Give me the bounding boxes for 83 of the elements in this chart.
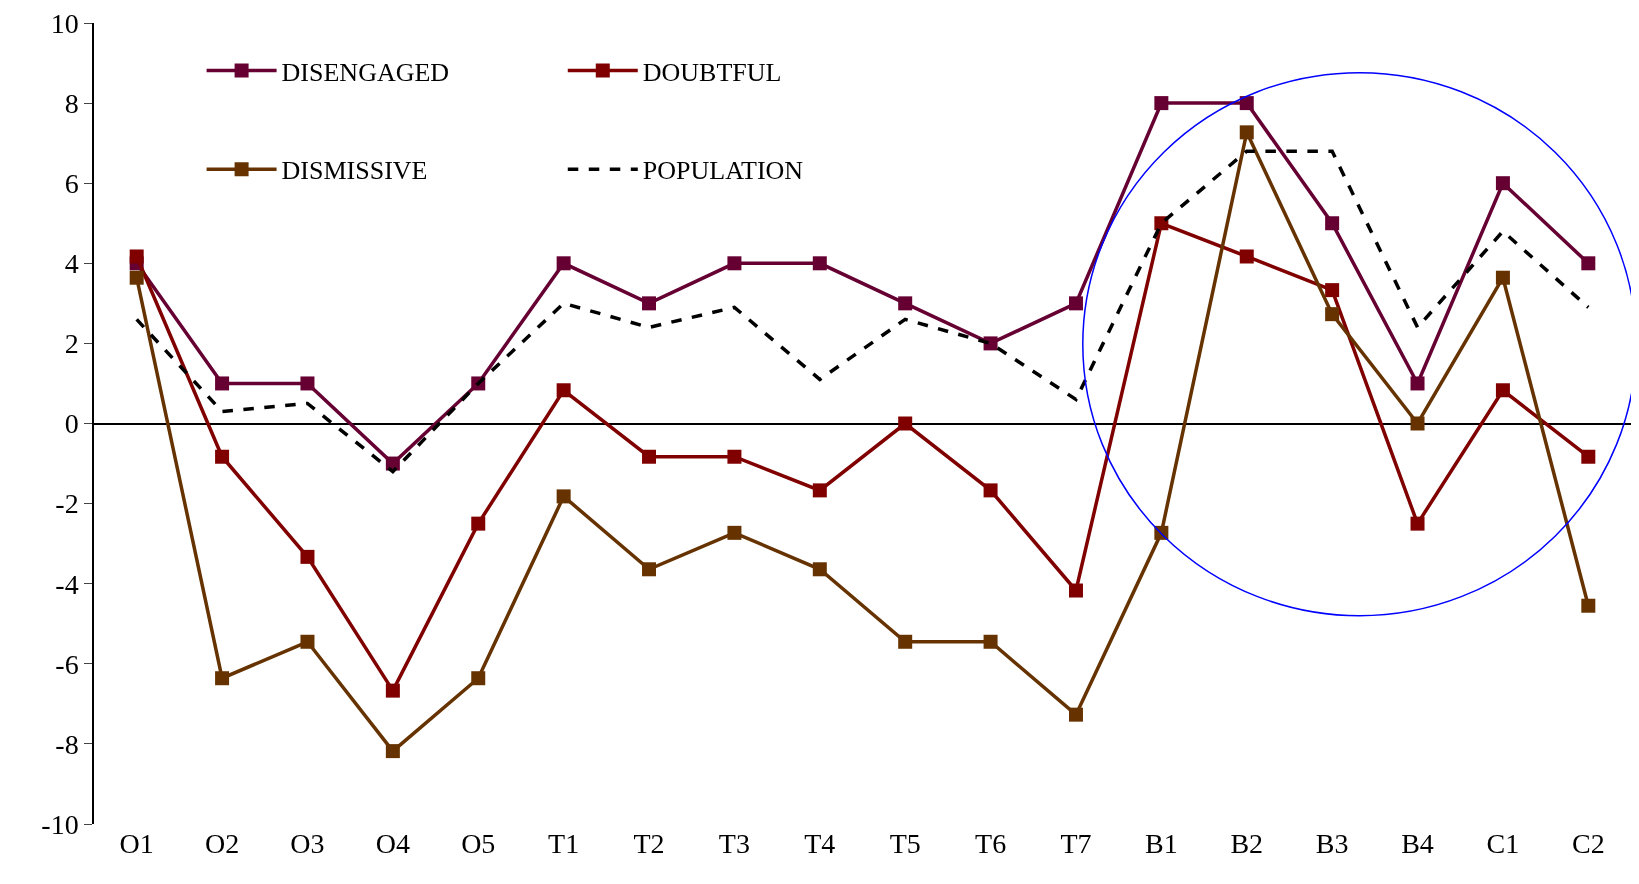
point — [215, 376, 230, 391]
point — [983, 336, 998, 351]
point — [812, 483, 827, 498]
point — [300, 549, 315, 564]
x-tick-label: C2 — [1571, 828, 1605, 859]
point — [300, 376, 315, 391]
point — [1068, 583, 1083, 598]
point — [1325, 307, 1340, 322]
point — [385, 683, 400, 698]
point — [215, 671, 230, 686]
point — [642, 296, 657, 311]
point — [1581, 449, 1596, 464]
point — [1239, 249, 1254, 264]
y-tick-label: -10 — [41, 808, 79, 840]
x-tick-label: B3 — [1315, 828, 1349, 859]
point — [812, 562, 827, 577]
x-tick-label: O3 — [290, 828, 325, 859]
point — [983, 634, 998, 649]
legend-label: POPULATION — [642, 156, 804, 186]
y-tick-label: -4 — [55, 568, 79, 600]
legend-label: DISENGAGED — [281, 57, 450, 87]
x-tick-label: B1 — [1145, 828, 1178, 859]
x-tick-label: C1 — [1486, 828, 1520, 859]
point — [727, 256, 742, 271]
point — [385, 744, 400, 759]
point — [129, 249, 144, 264]
x-tick-label: O4 — [375, 828, 410, 859]
y-tick-label: 2 — [64, 328, 79, 360]
x-tick-label: T5 — [889, 828, 921, 859]
point — [1495, 176, 1510, 191]
point — [1154, 96, 1169, 111]
y-tick-label: 4 — [64, 248, 79, 280]
point — [300, 634, 315, 649]
point — [1410, 376, 1425, 391]
x-tick-label: T3 — [718, 828, 750, 859]
x-tick-label: O2 — [204, 828, 240, 859]
legend-label: DOUBTFUL — [642, 57, 782, 87]
point — [1581, 598, 1596, 613]
point — [642, 449, 657, 464]
point — [727, 525, 742, 540]
point — [727, 449, 742, 464]
point — [1495, 270, 1510, 285]
point — [642, 562, 657, 577]
x-tick-label: T4 — [804, 828, 836, 859]
point — [898, 634, 913, 649]
x-tick-label: B4 — [1401, 828, 1434, 859]
point — [898, 296, 913, 311]
point — [898, 416, 913, 431]
point — [1239, 96, 1254, 111]
point — [1154, 216, 1169, 231]
legend-label: DISMISSIVE — [281, 156, 428, 186]
y-tick-label: -8 — [55, 728, 79, 760]
point — [1410, 516, 1425, 531]
point — [1068, 296, 1083, 311]
point — [983, 483, 998, 498]
point — [1068, 707, 1083, 722]
y-tick-label: -6 — [55, 648, 79, 680]
point — [812, 256, 827, 271]
x-tick-label: T2 — [633, 828, 665, 859]
y-tick-label: 10 — [50, 7, 79, 39]
x-tick-label: T6 — [975, 828, 1007, 859]
point — [1495, 383, 1510, 398]
point — [1325, 216, 1340, 231]
y-tick-label: 0 — [64, 408, 79, 440]
point — [556, 383, 571, 398]
point — [1325, 283, 1340, 298]
y-tick-label: -2 — [55, 488, 79, 520]
x-tick-label: O1 — [119, 828, 154, 859]
x-tick-label: T1 — [548, 828, 580, 859]
point — [1581, 256, 1596, 271]
x-tick-label: B2 — [1230, 828, 1264, 859]
point — [215, 449, 230, 464]
point — [471, 671, 486, 686]
point — [129, 270, 144, 285]
y-tick-label: 8 — [64, 87, 79, 119]
x-tick-label: T7 — [1060, 828, 1092, 859]
y-tick-label: 6 — [64, 168, 79, 199]
point — [556, 489, 571, 504]
point — [471, 516, 486, 531]
point — [556, 256, 571, 271]
point — [1410, 416, 1425, 431]
point — [1239, 125, 1254, 140]
x-tick-label: O5 — [461, 828, 496, 859]
